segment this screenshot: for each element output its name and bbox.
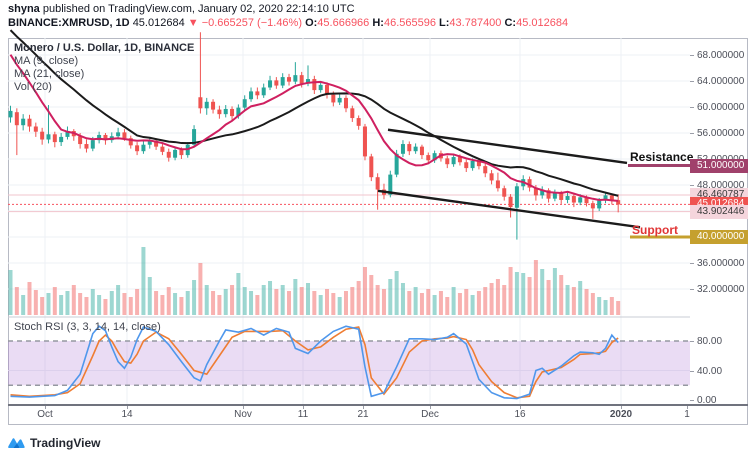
price-tick-64: 64.000000	[690, 75, 748, 88]
open-key: O:	[305, 17, 318, 29]
time-tickmark	[303, 405, 304, 409]
time-label-Oct: Oct	[37, 409, 53, 420]
time-label-21: 21	[357, 409, 369, 420]
legend-symbol-title: Monero / U.S. Dollar, 1D, BINANCE	[14, 42, 195, 54]
price-tick-48: 48.000000	[690, 179, 748, 192]
tradingview-logo-icon	[8, 437, 25, 448]
tradingview-brand[interactable]: TradingView	[8, 436, 100, 450]
close-key: C:	[504, 17, 517, 29]
legend-ma9: MA (9, close)	[14, 55, 79, 67]
published-text: published on TradingView.com, January 02…	[39, 3, 355, 15]
price-badge-43.902446: 43.902446	[690, 204, 748, 219]
price-tick-68: 68.000000	[690, 49, 748, 62]
symbol-status-line: BINANCE:XMRUSD, 1D 45.012684 ▼ −0.665257…	[8, 17, 568, 29]
stoch-tick-40: 40.00	[690, 365, 748, 378]
time-label-11: 11	[297, 409, 309, 420]
low-key: L:	[439, 17, 450, 29]
time-label-1: 1	[684, 409, 690, 420]
stoch-tick-0: 0.00	[690, 394, 748, 407]
time-label-14: 14	[121, 409, 133, 420]
time-label-Dec: Dec	[421, 409, 439, 420]
price-tick-56: 56.000000	[690, 127, 748, 140]
tradingview-brand-text: TradingView	[30, 436, 101, 450]
price-tick-32: 32.000000	[690, 283, 748, 296]
low-value: 43.787400	[449, 17, 502, 29]
price-badge-40.000000: 40.000000	[690, 230, 748, 244]
time-label-Nov: Nov	[234, 409, 252, 420]
price-axis[interactable]: 68.00000064.00000060.00000056.00000052.0…	[690, 38, 748, 425]
legend-ma21: MA (21, close)	[14, 68, 85, 80]
close-value: 45.012684	[516, 17, 569, 29]
stoch-tick-80: 80.00	[690, 335, 748, 348]
time-tickmark	[621, 405, 622, 409]
high-value: 46.565596	[383, 17, 436, 29]
time-axis-separator	[8, 404, 748, 406]
time-tickmark	[687, 405, 688, 409]
support-label[interactable]: Support	[632, 223, 678, 237]
price-change: ▼ −0.665257 (−1.46%)	[187, 17, 302, 29]
open-value: 45.666966	[317, 17, 370, 29]
time-tickmark	[127, 405, 128, 409]
stoch-rsi-legend[interactable]: Stoch RSI (3, 3, 14, 14, close)	[14, 321, 161, 333]
time-tickmark	[363, 405, 364, 409]
legend-volume: Vol (20)	[14, 81, 52, 93]
chart-legend[interactable]: Monero / U.S. Dollar, 1D, BINANCE MA (9,…	[14, 42, 194, 94]
symbol-name: BINANCE:XMRUSD, 1D	[8, 17, 130, 29]
price-tick-36: 36.000000	[690, 257, 748, 270]
last-price: 45.012684	[132, 17, 185, 29]
time-tickmark	[520, 405, 521, 409]
published-line: shyna published on TradingView.com, Janu…	[8, 3, 355, 15]
high-key: H:	[372, 17, 384, 29]
time-tickmark	[45, 405, 46, 409]
time-label-2020: 2020	[609, 409, 633, 420]
time-tickmark	[430, 405, 431, 409]
resistance-label[interactable]: Resistance	[630, 150, 694, 164]
price-tick-60: 60.000000	[690, 101, 748, 114]
author-name: shyna	[8, 3, 40, 15]
chart-canvas[interactable]	[8, 29, 690, 405]
price-badge-51.000000: 51.000000	[690, 158, 748, 173]
time-tickmark	[243, 405, 244, 409]
time-axis[interactable]: Oct 14 Nov 11 21 Dec 16 2020 1	[0, 405, 750, 425]
time-label-16: 16	[514, 409, 526, 420]
